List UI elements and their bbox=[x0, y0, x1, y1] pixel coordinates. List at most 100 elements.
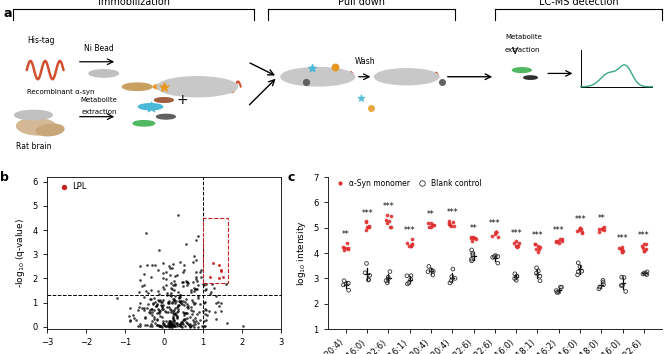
Point bbox=[361, 227, 371, 233]
Point bbox=[173, 212, 184, 218]
Point bbox=[181, 310, 192, 315]
Point bbox=[179, 312, 189, 318]
Point bbox=[343, 245, 354, 251]
Point bbox=[343, 247, 353, 252]
Point bbox=[167, 315, 178, 321]
Point bbox=[172, 314, 183, 320]
Point bbox=[157, 307, 167, 312]
Point bbox=[149, 314, 159, 320]
Point bbox=[641, 241, 652, 247]
Point bbox=[329, 64, 340, 70]
Text: ***: *** bbox=[532, 231, 543, 240]
Point bbox=[134, 304, 145, 309]
Point bbox=[531, 270, 542, 276]
Point bbox=[163, 320, 173, 326]
Point bbox=[193, 324, 203, 329]
Point bbox=[147, 312, 157, 318]
Text: ***: *** bbox=[574, 215, 586, 224]
Point bbox=[140, 322, 151, 328]
Point bbox=[181, 320, 191, 325]
Point bbox=[533, 249, 543, 255]
Point bbox=[179, 262, 189, 268]
Point bbox=[155, 308, 165, 313]
Point bbox=[178, 321, 189, 327]
Point bbox=[155, 314, 165, 319]
Point bbox=[341, 281, 351, 287]
Point bbox=[157, 299, 167, 304]
Point bbox=[166, 307, 177, 313]
Point bbox=[141, 230, 152, 236]
Point bbox=[200, 306, 211, 312]
Point bbox=[555, 236, 565, 242]
Point bbox=[617, 244, 628, 250]
Point bbox=[423, 220, 434, 226]
Point bbox=[158, 302, 169, 308]
Point bbox=[342, 240, 353, 246]
Point bbox=[222, 320, 233, 326]
Point bbox=[190, 321, 201, 327]
Point bbox=[177, 320, 188, 326]
Point bbox=[164, 323, 175, 329]
Point bbox=[468, 234, 478, 240]
Point bbox=[168, 298, 179, 303]
Point bbox=[406, 243, 417, 249]
Point bbox=[188, 280, 199, 285]
Point bbox=[191, 274, 201, 280]
Text: Immobilization: Immobilization bbox=[98, 0, 170, 7]
Point bbox=[556, 236, 567, 242]
Point bbox=[468, 236, 478, 241]
Point bbox=[188, 322, 199, 328]
Point bbox=[148, 302, 159, 307]
Point bbox=[551, 238, 561, 244]
Point bbox=[215, 309, 226, 314]
Point bbox=[161, 323, 172, 329]
Point bbox=[163, 299, 173, 304]
Point bbox=[162, 304, 173, 310]
Point bbox=[165, 306, 175, 312]
Point bbox=[168, 297, 179, 303]
Point bbox=[153, 297, 164, 303]
Point bbox=[142, 302, 153, 307]
Point bbox=[199, 324, 209, 329]
Point bbox=[186, 304, 197, 309]
Point bbox=[184, 323, 195, 329]
Point bbox=[211, 301, 221, 306]
Text: ***: *** bbox=[638, 231, 650, 240]
Point bbox=[575, 225, 585, 231]
Point bbox=[146, 307, 157, 312]
Point bbox=[196, 268, 207, 273]
Circle shape bbox=[157, 114, 175, 119]
Circle shape bbox=[15, 110, 52, 120]
Point bbox=[213, 263, 224, 268]
Point bbox=[175, 323, 185, 329]
Point bbox=[182, 282, 193, 288]
Point bbox=[363, 277, 374, 283]
Point bbox=[181, 280, 192, 285]
Point bbox=[181, 304, 192, 310]
Point bbox=[598, 224, 609, 229]
Point bbox=[165, 318, 175, 324]
Point bbox=[172, 289, 183, 295]
Point bbox=[616, 274, 627, 280]
Point bbox=[427, 272, 438, 278]
Point bbox=[509, 276, 520, 281]
Point bbox=[177, 324, 187, 330]
Point bbox=[405, 243, 416, 249]
Point bbox=[598, 282, 609, 287]
Point bbox=[161, 323, 171, 329]
Point bbox=[145, 310, 155, 315]
Point bbox=[191, 276, 201, 282]
Point bbox=[175, 293, 186, 298]
Point bbox=[597, 225, 608, 231]
Point bbox=[195, 274, 206, 279]
Point bbox=[175, 321, 185, 326]
Point bbox=[189, 315, 200, 321]
Point bbox=[178, 280, 189, 285]
Text: Rat brain: Rat brain bbox=[15, 142, 52, 151]
Point bbox=[171, 298, 182, 304]
Point bbox=[164, 318, 175, 324]
Point bbox=[184, 322, 195, 327]
Point bbox=[167, 299, 177, 305]
Point bbox=[152, 322, 163, 327]
Point bbox=[490, 229, 501, 235]
